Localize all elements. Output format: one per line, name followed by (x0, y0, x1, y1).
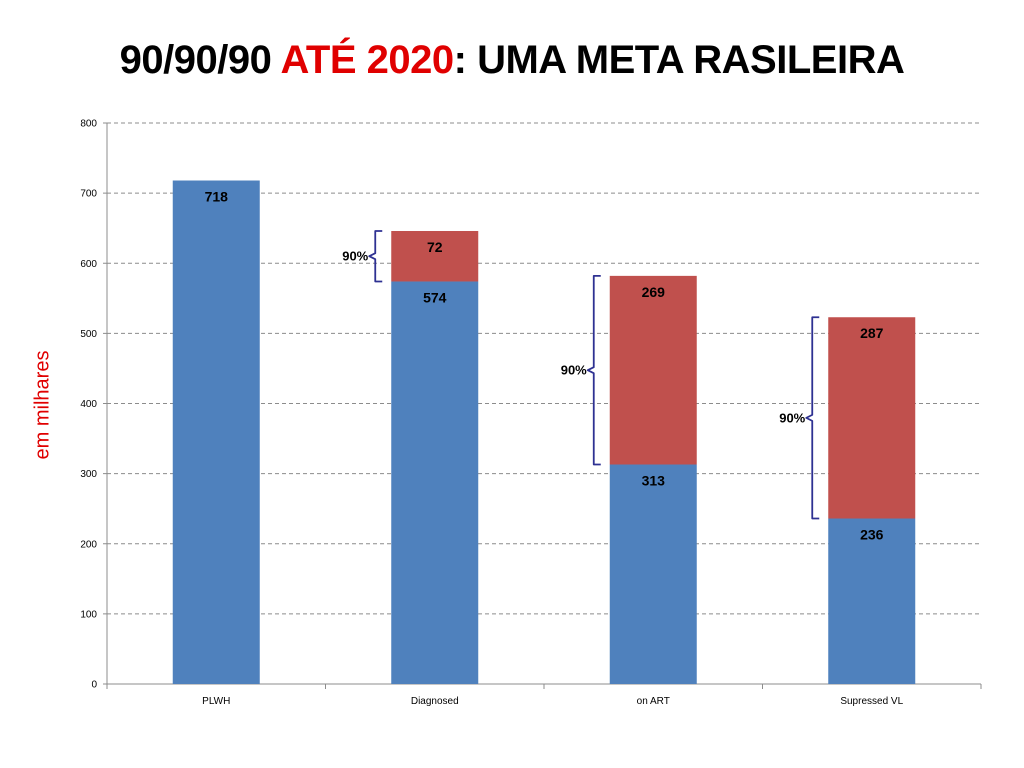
y-tick-label: 200 (80, 539, 97, 550)
y-tick-label: 500 (80, 329, 97, 340)
bar-segment-blue (609, 464, 697, 684)
data-label: 287 (860, 325, 884, 341)
bar-segment-red (609, 275, 697, 465)
percent-brace (368, 230, 383, 283)
title-part-3: : UMA META RASILEIRA (453, 38, 905, 82)
bar-segment-blue (391, 281, 479, 684)
percent-annotation: 90% (779, 410, 805, 425)
x-tick-label: Diagnosed (411, 696, 459, 707)
y-tick-label: 800 (80, 119, 97, 130)
slide-title: 90/90/90 ATÉ 2020: UMA META RASILEIRA (0, 38, 1024, 83)
data-label: 269 (642, 284, 666, 300)
percent-brace (805, 316, 820, 520)
y-tick-label: 300 (80, 469, 97, 480)
percent-annotation: 90% (342, 249, 368, 264)
y-tick-label: 100 (80, 609, 97, 620)
title-part-2-accent: ATÉ 2020 (280, 38, 455, 82)
bar-segment-blue (828, 518, 916, 684)
x-tick-label: Supressed VL (840, 696, 903, 707)
x-tick-label: on ART (637, 696, 670, 707)
y-tick-label: 400 (80, 399, 97, 410)
data-label: 574 (423, 289, 447, 305)
data-label: 313 (642, 473, 666, 489)
bar-segment-red (391, 230, 479, 282)
data-label: 718 (205, 189, 229, 205)
y-tick-label: 700 (80, 189, 97, 200)
percent-brace (586, 274, 601, 466)
bar-segment-blue (172, 180, 260, 684)
bar-segment-red (828, 317, 916, 519)
title-part-1: 90/90/90 (119, 38, 281, 82)
x-tick-label: PLWH (202, 696, 230, 707)
data-label: 236 (860, 527, 884, 543)
data-label: 72 (427, 239, 443, 255)
percent-annotation: 90% (561, 363, 587, 378)
y-tick-label: 600 (80, 259, 97, 270)
y-tick-label: 0 (91, 680, 97, 691)
